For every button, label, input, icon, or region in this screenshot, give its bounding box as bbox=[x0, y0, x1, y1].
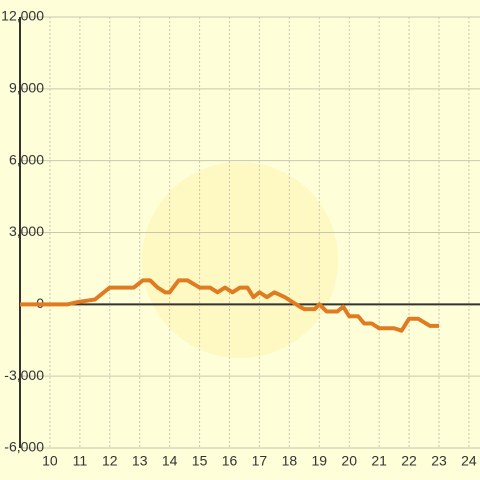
x-tick-label: 17 bbox=[252, 453, 268, 469]
watermark bbox=[142, 162, 338, 358]
x-tick-label: 14 bbox=[162, 453, 178, 469]
y-tick-label: 12,000 bbox=[1, 8, 44, 24]
x-tick-label: 21 bbox=[371, 453, 387, 469]
y-tick-label: 6,000 bbox=[9, 151, 44, 167]
y-tick-label: 3,000 bbox=[9, 223, 44, 239]
x-tick-label: 23 bbox=[431, 453, 447, 469]
x-tick-label: 13 bbox=[132, 453, 148, 469]
line bbox=[20, 278, 439, 333]
x-tick-label: 20 bbox=[341, 453, 357, 469]
x-tick-label: 11 bbox=[73, 453, 88, 469]
y-tick-label: 9,000 bbox=[9, 80, 44, 96]
x-tick-label: 10 bbox=[42, 453, 58, 469]
x-tick-label: 24 bbox=[461, 453, 477, 469]
x-tick-label: 12 bbox=[102, 453, 118, 469]
x-tick-label: 22 bbox=[401, 453, 417, 469]
x-tick-label: 18 bbox=[282, 453, 298, 469]
y-tick-label: -3,000 bbox=[4, 367, 44, 383]
x-tick-label: 19 bbox=[311, 453, 327, 469]
y-tick-label: -6,000 bbox=[4, 439, 44, 455]
x-tick-label: 15 bbox=[192, 453, 208, 469]
x-tick-label: 16 bbox=[222, 453, 238, 469]
